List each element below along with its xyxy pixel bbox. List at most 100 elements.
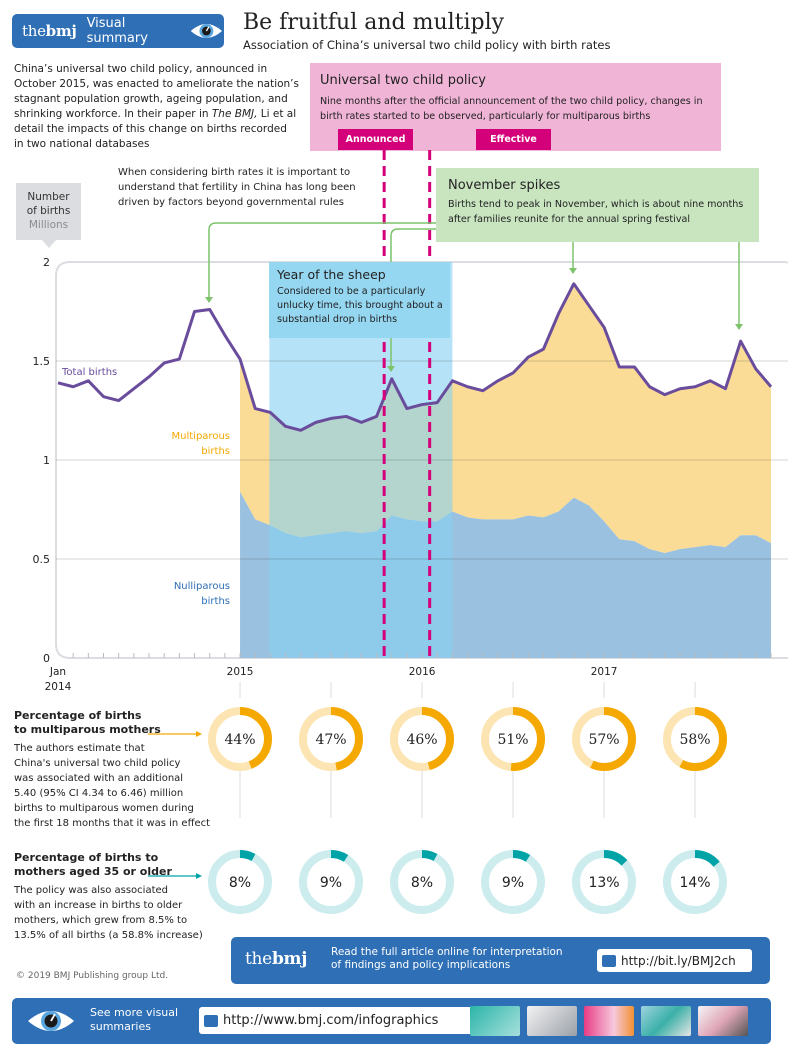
births-chart: 0 0.5 1 1.5 2 Jan 2014 2015 2016 2017 Total births… bbox=[33, 150, 788, 695]
eye-icon bbox=[190, 24, 223, 38]
eye-icon bbox=[28, 1011, 74, 1031]
multiparous-section: Percentage of births to multiparous moth… bbox=[14, 709, 214, 831]
x-tick-label: Jan bbox=[49, 666, 66, 678]
y-tick-label: 1 bbox=[43, 454, 50, 467]
arrow-head-icon bbox=[196, 873, 202, 879]
footer-banner: See more visual summaries http://www.bmj… bbox=[12, 998, 771, 1044]
effective-tag: Effective bbox=[476, 129, 551, 150]
multiparous-label: births bbox=[201, 446, 230, 457]
donut-label: 9% bbox=[502, 875, 524, 891]
older-mothers-donut: 14% bbox=[663, 850, 727, 914]
x-tick-label: 2014 bbox=[45, 681, 72, 693]
sheep-text: Considered to be a particularly unlucky … bbox=[277, 286, 443, 325]
older-mothers-donut: 13% bbox=[572, 850, 636, 914]
arrow-nov-2015 bbox=[390, 228, 436, 366]
older-mothers-donut: 8% bbox=[390, 850, 454, 914]
read-article-text: Read the full article online for interpr… bbox=[331, 946, 563, 971]
donut-label: 8% bbox=[229, 875, 251, 891]
donut-rows: 44% 47% 46% 51% 57% 58% 8% 9% 8% 9% 13% 14% bbox=[148, 690, 727, 914]
multiparous-heading: Percentage of births to multiparous moth… bbox=[14, 709, 161, 736]
older-mothers-text: The policy was also associated with an i… bbox=[14, 885, 203, 941]
older-mothers-donut: 9% bbox=[299, 850, 363, 914]
arrow-nov-2014 bbox=[208, 222, 436, 297]
page-subtitle: Association of China’s universal two chi… bbox=[243, 38, 611, 52]
older-mothers-heading: Percentage of births to mothers aged 35 … bbox=[14, 851, 172, 878]
x-tick-label: 2017 bbox=[591, 666, 618, 678]
y-tick-label: 0.5 bbox=[33, 553, 51, 566]
arrow-head-icon bbox=[387, 366, 395, 372]
copyright: © 2019 BMJ Publishing group Ltd. bbox=[16, 971, 169, 981]
older-mothers-donut: 8% bbox=[208, 850, 272, 914]
total-births-line bbox=[57, 282, 773, 432]
donut-label: 13% bbox=[588, 875, 619, 891]
x-tick-label: 2016 bbox=[409, 666, 436, 678]
article-link[interactable]: http://bit.ly/BMJ2ch bbox=[597, 949, 752, 972]
nulliparous-label: births bbox=[201, 596, 230, 607]
arrow-head-icon bbox=[205, 297, 213, 303]
donut-label: 57% bbox=[588, 732, 619, 748]
y-tick-label: 2 bbox=[43, 256, 50, 269]
article-url[interactable]: http://bit.ly/BMJ2ch bbox=[621, 953, 736, 968]
see-more-text: See more visual summaries bbox=[90, 1006, 179, 1033]
november-heading: November spikes bbox=[448, 178, 561, 193]
infographic-thumbnail-3[interactable] bbox=[584, 1006, 634, 1036]
donut-arc bbox=[390, 850, 454, 914]
multiparous-donut: 58% bbox=[663, 707, 727, 771]
donut-label: 8% bbox=[411, 875, 433, 891]
infographic-thumbnail-1[interactable] bbox=[470, 1006, 520, 1036]
bmj-mini-icon bbox=[204, 1014, 218, 1027]
infographic-thumbnail-4[interactable] bbox=[641, 1006, 691, 1036]
donut-arc bbox=[208, 850, 272, 914]
y-axis-title: Number of births Millions bbox=[16, 183, 81, 248]
infographics-url[interactable]: http://www.bmj.com/infographics bbox=[223, 1013, 439, 1028]
read-article-banner: thebmj Read the full article online for … bbox=[231, 937, 770, 984]
bmj-logo: thebmj bbox=[245, 949, 308, 969]
older-mothers-donut: 9% bbox=[481, 850, 545, 914]
november-annotation: November spikes Births tend to peak in N… bbox=[436, 168, 759, 242]
infographics-link[interactable]: http://www.bmj.com/infographics bbox=[199, 1007, 474, 1034]
total-births-label: Total births bbox=[61, 367, 117, 378]
donut-arc bbox=[390, 707, 454, 771]
arrow-head-icon bbox=[735, 324, 743, 330]
infographic-thumbnail-2[interactable] bbox=[527, 1006, 577, 1036]
donut-label: 47% bbox=[315, 732, 346, 748]
multiparous-donut: 44% bbox=[208, 707, 272, 771]
sheep-annotation: Year of the sheep Considered to be a par… bbox=[269, 262, 450, 338]
bmj-logo: thebmj bbox=[22, 22, 77, 40]
nulliparous-label: Nulliparous bbox=[174, 581, 230, 592]
donut-label: 9% bbox=[320, 875, 342, 891]
policy-heading: Universal two child policy bbox=[320, 73, 486, 88]
policy-text: Nine months after the official announcem… bbox=[320, 96, 703, 122]
y-tick-label: 1.5 bbox=[33, 355, 51, 368]
intro-text: China’s universal two child policy, anno… bbox=[14, 63, 299, 150]
donut-arc bbox=[663, 850, 727, 914]
multiparous-donut: 57% bbox=[572, 707, 636, 771]
donut-arc bbox=[299, 850, 363, 914]
donut-label: 46% bbox=[406, 732, 437, 748]
donut-arc bbox=[299, 707, 363, 771]
bmj-mini-icon bbox=[602, 954, 616, 967]
donut-arc bbox=[208, 707, 272, 771]
multiparous-label: Multiparous bbox=[172, 431, 230, 442]
multiparous-donut: 47% bbox=[299, 707, 363, 771]
x-tick-label: 2015 bbox=[227, 666, 254, 678]
donut-label: 44% bbox=[224, 732, 255, 748]
donut-arc bbox=[481, 850, 545, 914]
donut-arc bbox=[663, 707, 727, 771]
donut-arc bbox=[572, 850, 636, 914]
infographic-thumbnail-5[interactable] bbox=[698, 1006, 748, 1036]
sheep-heading: Year of the sheep bbox=[277, 267, 386, 282]
donut-arc bbox=[481, 707, 545, 771]
page-title: Be fruitful and multiply bbox=[243, 10, 505, 35]
badge-label: Visual summary bbox=[86, 16, 148, 46]
donut-label: 51% bbox=[497, 732, 528, 748]
older-mothers-section: Percentage of births to mothers aged 35 … bbox=[14, 851, 214, 943]
multiparous-text: The authors estimate that China's univer… bbox=[14, 743, 211, 829]
donut-label: 58% bbox=[679, 732, 710, 748]
november-text: Births tend to peak in November, which i… bbox=[448, 199, 744, 225]
donut-label: 14% bbox=[679, 875, 710, 891]
announced-tag: Announced bbox=[338, 129, 413, 150]
arrow-head-icon bbox=[196, 731, 202, 737]
fertility-note: When considering birth rates it is impor… bbox=[118, 167, 356, 208]
y-tick-label: 0 bbox=[43, 652, 50, 665]
